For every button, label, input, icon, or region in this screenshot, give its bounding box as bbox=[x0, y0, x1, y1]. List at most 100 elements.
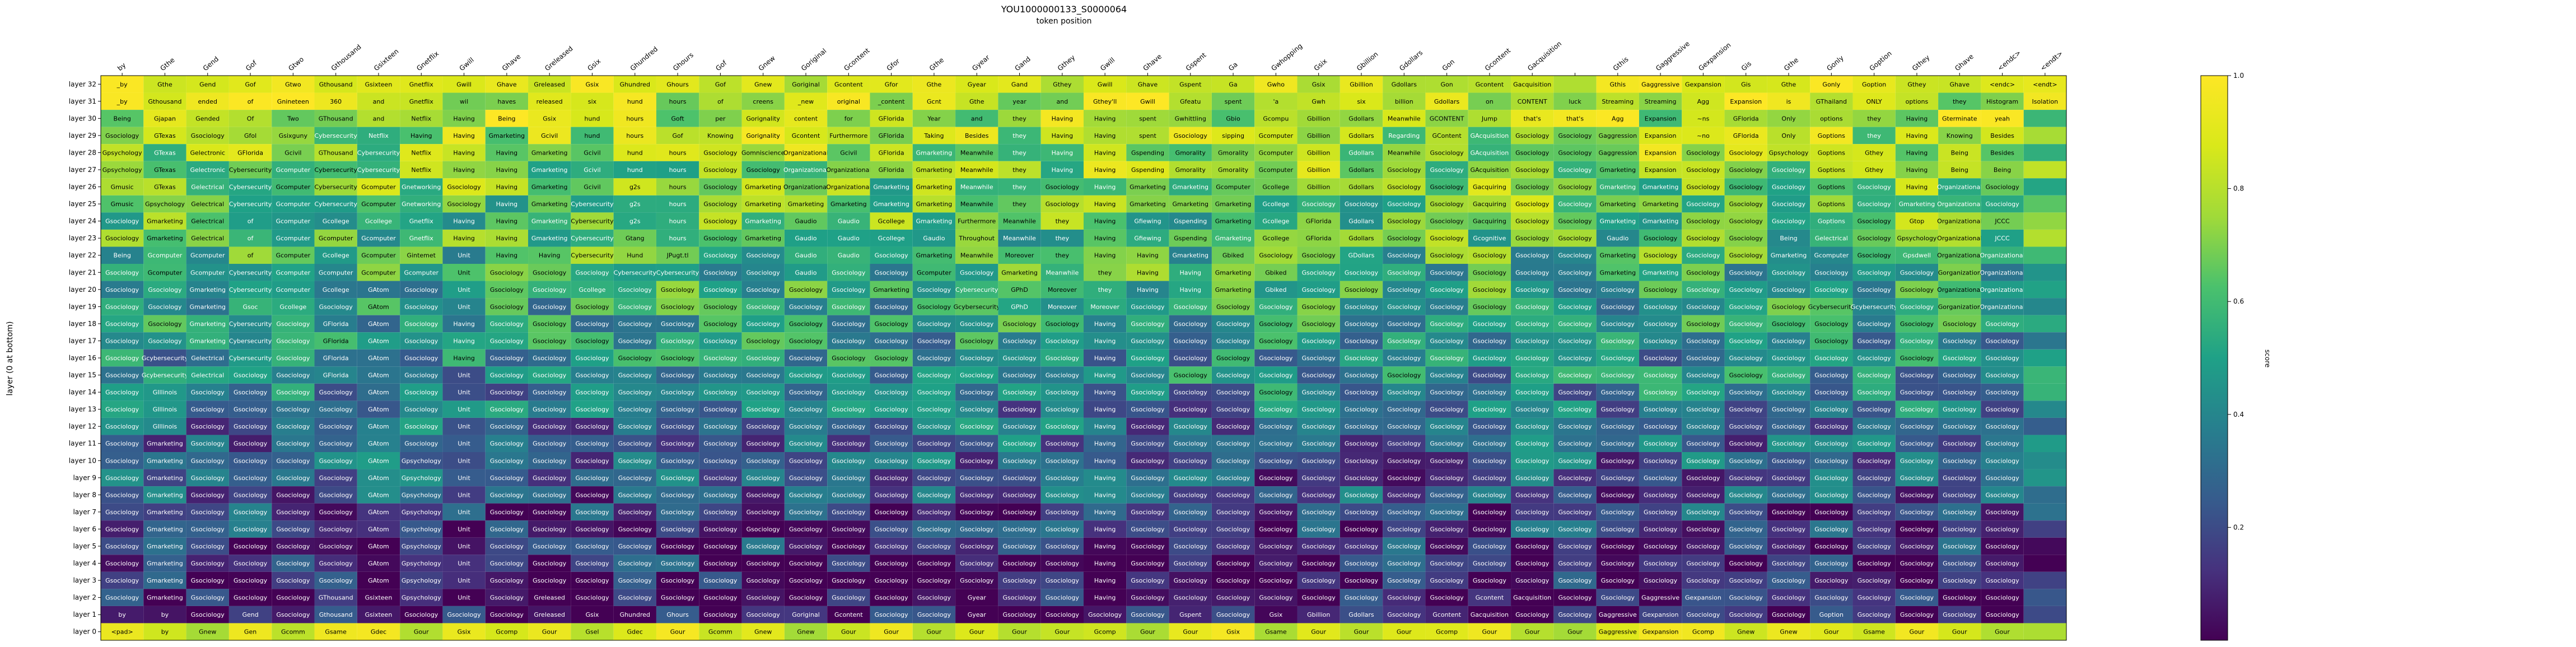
cell-label: Gsociology bbox=[618, 303, 652, 310]
cell-label: Gsociology bbox=[1858, 184, 1892, 191]
heatmap-cell bbox=[1211, 178, 1255, 196]
cell-label: Ghundred bbox=[620, 81, 650, 88]
cell-label: Gexpansion bbox=[1685, 594, 1721, 602]
heatmap-cell bbox=[870, 178, 913, 196]
cell-label: GAtom bbox=[368, 303, 389, 310]
cell-label: Gcollege bbox=[1262, 218, 1289, 225]
cell-label: Gmarketing bbox=[1600, 201, 1636, 208]
cell-label: Gcybersecurity bbox=[1851, 303, 1898, 310]
cell-label: Gsociology bbox=[661, 303, 695, 310]
heatmap-cell bbox=[143, 229, 186, 247]
cell-label: Gsociology bbox=[703, 423, 738, 430]
heatmap-cell bbox=[1425, 92, 1468, 110]
y-tick-label: layer 32 bbox=[69, 80, 96, 88]
cell-label: _by bbox=[116, 81, 128, 88]
heatmap-cell bbox=[1254, 110, 1298, 127]
heatmap-cell bbox=[998, 229, 1041, 247]
cell-label: Gsociology bbox=[1430, 474, 1464, 482]
cell-label: Gsociology bbox=[1814, 474, 1849, 482]
cell-label: Gsociology bbox=[1302, 525, 1336, 533]
cell-label: GAtom bbox=[368, 320, 389, 328]
heatmap-cell bbox=[400, 195, 443, 213]
cell-label: Gcontent bbox=[834, 81, 863, 88]
cell-label: Gsociology bbox=[1046, 389, 1080, 396]
cell-label: Gsociology bbox=[746, 577, 781, 584]
heatmap-cell bbox=[485, 144, 529, 161]
cell-label: Gaggression bbox=[1599, 149, 1637, 156]
cell-label: Gspending bbox=[1174, 218, 1207, 225]
cell-label: Gsociology bbox=[1473, 457, 1507, 464]
cell-label: Gsociology bbox=[1515, 611, 1550, 618]
cell-label: Gsociology bbox=[917, 337, 951, 345]
heatmap-cell bbox=[357, 110, 400, 127]
heatmap-cell bbox=[955, 127, 998, 145]
cell-label: yeah bbox=[1995, 115, 2010, 122]
cell-label: Gsociology bbox=[1900, 543, 1934, 550]
heatmap-cell bbox=[699, 246, 742, 264]
cell-label: Gsociology bbox=[960, 525, 994, 533]
cell-label: Organizational bbox=[1980, 286, 2024, 294]
cell-label: Gsociology bbox=[960, 457, 994, 464]
colorbar-tick-label: 0.8 bbox=[2233, 185, 2244, 193]
cell-label: Gintemet bbox=[407, 252, 436, 259]
y-tick-label: layer 15 bbox=[69, 371, 96, 379]
cell-label: Gsociology bbox=[276, 457, 310, 464]
heatmap-cell bbox=[998, 92, 1041, 110]
heatmap-cell bbox=[485, 110, 529, 127]
cell-label: Gsociology bbox=[533, 303, 567, 310]
cell-label: Gsociology bbox=[1302, 491, 1336, 499]
cell-label: Gour bbox=[927, 629, 942, 636]
cell-label: Gsociology bbox=[490, 355, 524, 362]
cell-label: Gsociology bbox=[1174, 543, 1208, 550]
cell-label: Gmarketing bbox=[873, 201, 909, 208]
cell-label: Gsociology bbox=[1729, 594, 1763, 602]
heatmap-cell bbox=[485, 246, 529, 264]
cell-label: Gsociology bbox=[1387, 252, 1421, 259]
heatmap-cell bbox=[2023, 486, 2066, 504]
cell-label: Gsociology bbox=[661, 577, 695, 584]
cell-label: Streaming bbox=[1645, 98, 1677, 105]
heatmap-cell bbox=[186, 195, 229, 213]
cell-label: Gsociology bbox=[191, 594, 225, 602]
cell-label: Gsociology bbox=[1430, 423, 1464, 430]
heatmap-cell bbox=[827, 92, 870, 110]
cell-label: Having bbox=[1137, 252, 1159, 259]
cell-label: Gsociology bbox=[661, 560, 695, 567]
cell-label: Gsociology bbox=[1558, 389, 1592, 396]
cell-label: hours bbox=[669, 235, 687, 242]
cell-label: Gmarketing bbox=[1899, 201, 1935, 208]
cell-label: Gsociology bbox=[1985, 594, 2019, 602]
heatmap-cell bbox=[1383, 178, 1426, 196]
cell-label: Gsociology bbox=[789, 389, 823, 396]
cell-label: Gsociology bbox=[1216, 406, 1250, 413]
cell-label: Gsociology bbox=[917, 440, 951, 448]
heatmap-cell bbox=[1211, 195, 1255, 213]
cell-label: Gsociology bbox=[575, 509, 609, 516]
cell-label: Gsociology bbox=[575, 577, 609, 584]
cell-label: Gsociology bbox=[1558, 594, 1592, 602]
cell-label: Gsociology bbox=[1259, 355, 1293, 362]
cell-label: Gsociology bbox=[1814, 320, 1849, 328]
cell-label: Gsociology bbox=[1216, 440, 1250, 448]
heatmap-cell bbox=[1425, 127, 1468, 145]
x-tick-label: Gspent bbox=[1184, 51, 1208, 72]
cell-label: Gsociology bbox=[875, 440, 909, 448]
cell-label: Gfol bbox=[244, 132, 256, 139]
heatmap-cell bbox=[1810, 212, 1853, 230]
cell-label: Gsociology bbox=[746, 303, 781, 310]
cell-label: Gsociology bbox=[191, 577, 225, 584]
cell-label: GFlorida bbox=[1733, 115, 1759, 122]
cell-label: Gmarketing bbox=[916, 184, 953, 191]
heatmap-cell bbox=[272, 212, 315, 230]
cell-label: Gsociology bbox=[917, 509, 951, 516]
heatmap-cell bbox=[1596, 178, 1639, 196]
cell-label: Gsociology bbox=[1046, 525, 1080, 533]
cell-label: Gthe bbox=[157, 81, 172, 88]
cell-label: Gsociology bbox=[1259, 252, 1293, 259]
cell-label: Gthey bbox=[1053, 81, 1072, 88]
cell-label: Gsociology bbox=[1814, 286, 1849, 294]
cell-label: Gsociology bbox=[875, 525, 909, 533]
cell-label: Gsociology bbox=[575, 389, 609, 396]
heatmap-cell bbox=[101, 127, 144, 145]
cell-label: Gsociology bbox=[746, 320, 781, 328]
